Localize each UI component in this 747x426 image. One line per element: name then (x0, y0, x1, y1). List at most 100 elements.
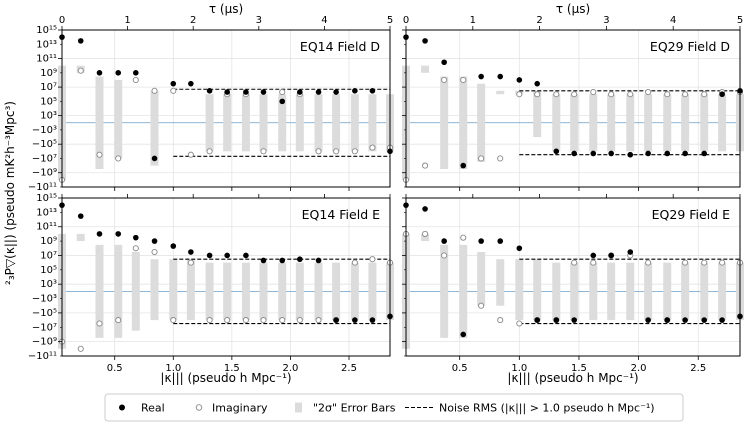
error-bar (570, 94, 579, 152)
panel-4: EQ29 Field E 0.5 1.0 1.5 2.0 2.5 (402, 194, 744, 374)
real-point (260, 89, 267, 95)
imaginary-point (516, 91, 523, 98)
error-bar (533, 90, 542, 138)
imaginary-point (645, 89, 652, 96)
error-bar (205, 262, 214, 321)
imaginary-point (422, 162, 429, 169)
y-tick-label: −10⁵ (32, 139, 57, 150)
real-point (96, 70, 103, 76)
legend-imaginary-marker (195, 404, 203, 411)
imaginary-point (664, 91, 671, 98)
y-tick-label: 10³ (40, 279, 57, 290)
imaginary-point (497, 317, 504, 324)
legend-frame (104, 393, 684, 422)
error-bar (241, 262, 250, 321)
error-bar (477, 252, 486, 306)
imaginary-point (96, 151, 103, 158)
legend-real-marker (119, 404, 125, 411)
y-tick-label: 10⁷ (40, 250, 57, 261)
real-point (460, 331, 467, 338)
real-point (478, 73, 484, 80)
y-tick-label: 10⁷ (40, 82, 57, 93)
y-axis-label: ²₃P▽(κ||) (pseudo mK²h⁻³Mpc³) (3, 101, 17, 285)
real-point (333, 89, 339, 95)
error-bar (76, 233, 85, 242)
error-bar (644, 262, 653, 321)
y-tick-label: 10¹¹ (36, 54, 57, 65)
y-minor-tick-label: 10¹³ (36, 39, 57, 50)
real-point (115, 231, 122, 237)
imaginary-point (206, 317, 213, 324)
x-tick-label: 1.0 (165, 363, 181, 374)
real-point (664, 150, 671, 157)
imaginary-point (422, 230, 429, 237)
imaginary-point (571, 259, 578, 266)
imaginary-point (170, 87, 177, 94)
imaginary-point (77, 345, 84, 352)
real-point (682, 150, 688, 157)
imaginary-point (279, 317, 286, 324)
error-bar (223, 94, 232, 152)
imaginary-point (460, 76, 467, 84)
real-point (297, 89, 303, 95)
tau-tick-label: 5 (737, 15, 743, 26)
real-point (315, 89, 322, 95)
real-point (571, 150, 577, 157)
imaginary-point (115, 155, 122, 162)
real-point (352, 88, 358, 94)
real-point (422, 206, 428, 212)
legend-real-label: Real (141, 402, 165, 415)
x-tick-label: 1.5 (224, 363, 240, 374)
error-bar (205, 94, 214, 152)
error-bar (350, 94, 359, 152)
x-tick-label: 2.0 (282, 363, 298, 374)
imaginary-point (701, 259, 708, 266)
real-point (553, 317, 560, 323)
imaginary-point (351, 148, 358, 155)
error-bar (150, 259, 159, 321)
imaginary-point (77, 67, 84, 74)
error-bar (186, 259, 195, 321)
imaginary-point (187, 151, 194, 158)
top-axis-label-left: τ (μs) (209, 2, 243, 16)
imaginary-point (645, 259, 652, 266)
real-point (719, 91, 725, 98)
y-tick-label: 10¹¹ (36, 222, 57, 233)
x-tick-label: 0.5 (452, 363, 468, 374)
real-point (534, 80, 541, 87)
y-minor-tick-label: 10¹³ (36, 207, 57, 218)
imaginary-point (224, 317, 231, 324)
error-bar (95, 76, 104, 169)
imaginary-point (682, 91, 689, 98)
error-bar (718, 262, 727, 321)
legend-errorbar-label: "2σ" Error Bars (313, 402, 396, 415)
real-point (497, 73, 504, 80)
y-minor-tick-label: 10⁵ (40, 96, 57, 107)
error-bar (241, 94, 250, 152)
real-point (206, 252, 213, 259)
real-point (224, 252, 230, 259)
real-point (719, 317, 725, 323)
y-tick-label: 10¹⁵ (36, 25, 57, 36)
legend-noise-label: Noise RMS (|κ||| > 1.0 pseudo h Mpc⁻¹) (439, 402, 655, 415)
panel-frame (61, 197, 391, 357)
panel-1: EQ14 Field D10¹⁵10¹¹10⁷10³−10⁵−10⁹10¹³10… (28, 15, 394, 193)
imaginary-point (315, 148, 322, 155)
imaginary-point (260, 317, 267, 324)
y-minor-tick-label: 10⁹ (40, 236, 57, 247)
y-minor-tick-label: −10⁷ (32, 153, 57, 164)
imaginary-point (369, 256, 376, 263)
real-point (96, 231, 103, 237)
error-bar (131, 252, 140, 331)
real-point (77, 213, 84, 219)
tau-tick-label: 2 (190, 15, 196, 26)
error-bar (681, 262, 690, 321)
imaginary-point (497, 155, 504, 162)
real-point (497, 238, 504, 244)
error-bar (626, 262, 635, 321)
imaginary-point (260, 148, 267, 155)
real-point (115, 70, 122, 76)
real-point (297, 256, 303, 263)
real-point (460, 162, 467, 169)
error-bar (314, 94, 323, 152)
